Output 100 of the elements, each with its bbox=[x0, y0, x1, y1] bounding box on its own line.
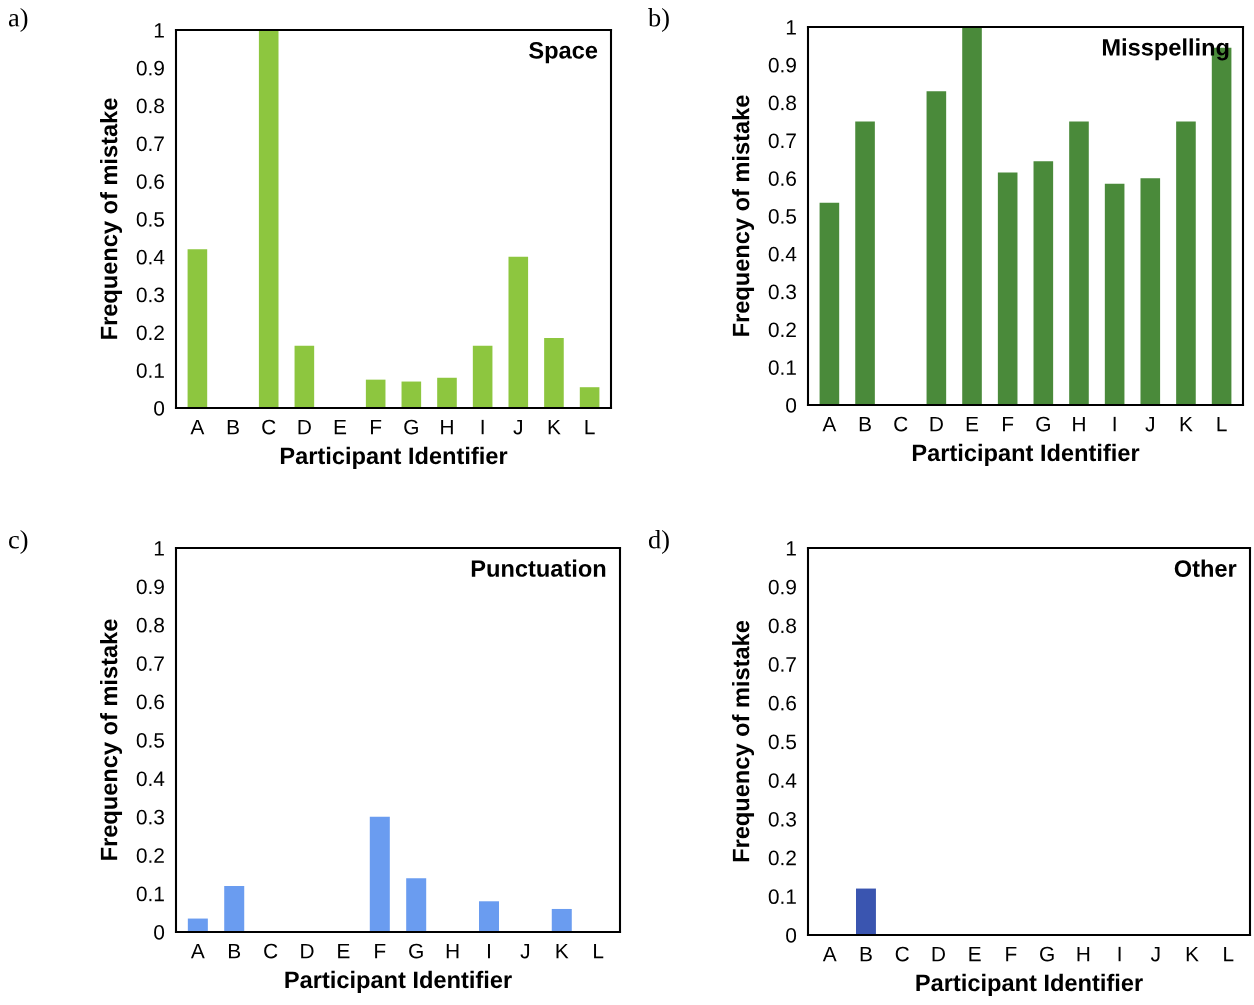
x-tick-label: G bbox=[409, 943, 423, 959]
bar bbox=[1140, 178, 1161, 405]
bar bbox=[294, 345, 315, 408]
y-tick-label: 0.4 bbox=[768, 773, 797, 788]
x-tick-label: A bbox=[822, 416, 837, 432]
bar bbox=[1176, 121, 1196, 405]
y-tick-label: 0 bbox=[786, 928, 797, 943]
x-axis-title: Participant Identifier bbox=[916, 973, 1143, 996]
text: b) bbox=[648, 8, 669, 32]
x-tick-label: F bbox=[1006, 946, 1017, 962]
y-tick-label: 0.2 bbox=[136, 848, 164, 863]
y-tick-label: 0.8 bbox=[768, 618, 796, 634]
y-tick-label: 0.6 bbox=[768, 695, 796, 711]
x-tick-label: F bbox=[375, 943, 386, 959]
y-axis-title: Frequency of mistake bbox=[100, 98, 123, 339]
y-tick-label: 0.1 bbox=[136, 886, 164, 902]
x-tick-label: C bbox=[895, 946, 909, 962]
x-tick-label: L bbox=[1224, 946, 1234, 962]
x-tick-label: J bbox=[513, 419, 522, 435]
y-tick-label: 0.5 bbox=[136, 212, 165, 227]
x-tick-label: L bbox=[585, 419, 595, 435]
chart-title: Other bbox=[1174, 559, 1237, 577]
x-tick-label: B bbox=[860, 946, 872, 962]
y-tick-label: 1 bbox=[786, 20, 796, 35]
x-tick-label: I bbox=[1113, 416, 1116, 432]
y-tick-label: 0.5 bbox=[768, 209, 797, 224]
x-tick-label: F bbox=[1003, 416, 1014, 432]
x-tick-label: G bbox=[1036, 416, 1050, 432]
text: c) bbox=[9, 530, 28, 554]
chart-title: Punctuation bbox=[471, 559, 606, 577]
y-tick-label: 0.1 bbox=[136, 363, 164, 378]
x-tick-label: K bbox=[548, 419, 561, 435]
y-tick-label: 0.2 bbox=[768, 322, 796, 338]
x-tick-label: D bbox=[301, 943, 314, 959]
y-tick-label: 1 bbox=[154, 541, 164, 556]
x-tick-label: D bbox=[930, 416, 943, 432]
bar bbox=[258, 30, 279, 408]
y-tick-label: 0.9 bbox=[136, 579, 164, 595]
y-tick-label: 0.9 bbox=[768, 579, 796, 595]
bar bbox=[472, 345, 493, 408]
x-tick-label: E bbox=[338, 943, 350, 959]
bar bbox=[406, 878, 427, 932]
bar bbox=[478, 901, 499, 932]
x-axis-title: Participant Identifier bbox=[285, 970, 512, 993]
bar bbox=[401, 381, 422, 408]
y-tick-label: 0.3 bbox=[136, 287, 164, 303]
x-tick-label: E bbox=[969, 946, 981, 962]
bar bbox=[1104, 183, 1125, 405]
x-tick-label: K bbox=[1180, 416, 1193, 432]
bar bbox=[224, 885, 245, 932]
y-tick-label: 0.4 bbox=[136, 249, 165, 265]
y-tick-label: 0.8 bbox=[136, 98, 164, 114]
x-tick-label: L bbox=[1217, 416, 1227, 432]
x-tick-label: A bbox=[190, 943, 205, 959]
y-tick-label: 0 bbox=[786, 398, 797, 413]
text: d) bbox=[648, 530, 669, 554]
y-tick-label: 0.7 bbox=[136, 136, 164, 152]
bar bbox=[544, 338, 564, 408]
y-tick-label: 0.1 bbox=[768, 360, 796, 375]
x-tick-label: H bbox=[1073, 416, 1085, 432]
y-tick-label: 0 bbox=[154, 925, 165, 940]
bar bbox=[819, 202, 840, 405]
y-tick-label: 0.4 bbox=[768, 246, 797, 262]
text: a) bbox=[8, 8, 28, 32]
y-axis-title: Frequency of mistake bbox=[732, 95, 755, 336]
y-tick-label: 0 bbox=[154, 401, 165, 416]
y-axis-title: Frequency of mistake bbox=[100, 619, 123, 860]
y-tick-label: 0.1 bbox=[768, 889, 796, 905]
x-tick-label: D bbox=[298, 419, 311, 435]
x-tick-label: G bbox=[1040, 946, 1054, 962]
x-tick-label: J bbox=[1150, 946, 1160, 962]
x-tick-label: B bbox=[228, 943, 241, 959]
x-axis-title: Participant Identifier bbox=[912, 443, 1140, 466]
bar bbox=[962, 27, 982, 405]
y-tick-label: 0.6 bbox=[136, 174, 164, 189]
x-tick-label: J bbox=[1145, 416, 1154, 432]
y-tick-label: 0.7 bbox=[136, 656, 164, 671]
x-tick-label: H bbox=[1077, 946, 1090, 962]
y-tick-label: 0.2 bbox=[136, 325, 164, 341]
x-tick-label: K bbox=[1186, 946, 1199, 962]
bar bbox=[437, 377, 457, 408]
x-tick-label: H bbox=[441, 419, 453, 435]
y-tick-label: 0.2 bbox=[768, 850, 796, 866]
x-tick-label: I bbox=[488, 943, 490, 959]
chart-title: Misspelling bbox=[1102, 38, 1229, 61]
bar bbox=[365, 379, 386, 408]
x-tick-label: C bbox=[264, 943, 278, 959]
y-tick-label: 0.9 bbox=[136, 60, 164, 76]
y-tick-label: 0.5 bbox=[768, 734, 797, 750]
x-tick-label: B bbox=[227, 419, 239, 435]
x-tick-label: C bbox=[262, 419, 276, 435]
y-tick-label: 1 bbox=[786, 541, 796, 556]
x-tick-label: D bbox=[932, 946, 945, 962]
y-tick-label: 0.8 bbox=[768, 95, 796, 111]
x-tick-label: E bbox=[966, 416, 979, 432]
x-tick-label: F bbox=[371, 419, 382, 435]
bar bbox=[855, 121, 875, 405]
y-tick-label: 0.3 bbox=[136, 809, 164, 825]
y-tick-label: 0.6 bbox=[768, 171, 796, 186]
x-tick-label: C bbox=[894, 416, 908, 432]
